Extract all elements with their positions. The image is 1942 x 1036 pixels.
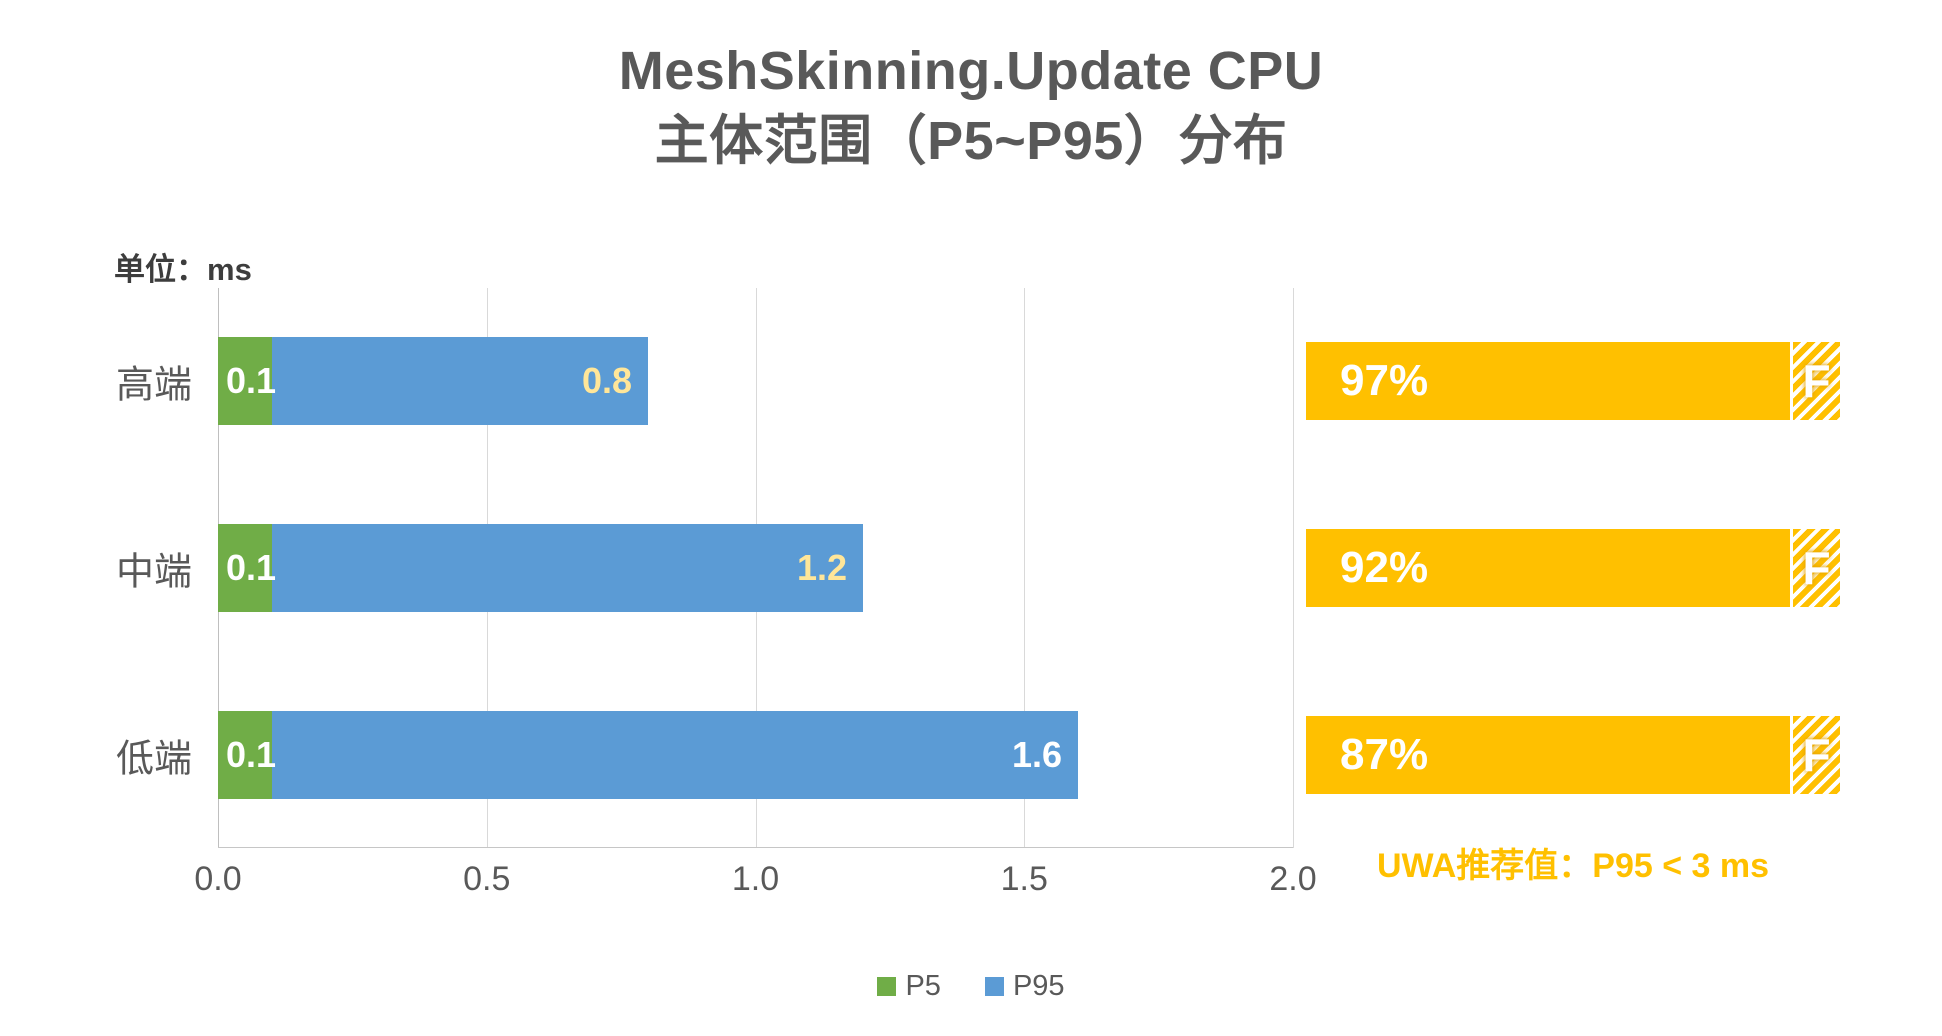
p95-bar bbox=[271, 337, 648, 426]
chart-title: MeshSkinning.Update CPU 主体范围（P5~P95）分布 bbox=[0, 36, 1942, 176]
legend-swatch bbox=[984, 977, 1004, 996]
x-axis: 0.0 0.5 1.0 1.5 2.0 bbox=[194, 860, 1316, 904]
grade-letter: F bbox=[1802, 355, 1831, 408]
plot-area: 高端 0.1 0.8 中端 0.1 1.2 低端 0.1 1.6 bbox=[116, 288, 1294, 848]
uwa-recommendation: UWA推荐值：P95 < 3 ms bbox=[1376, 847, 1770, 885]
bar-row: 中端 0.1 1.2 bbox=[116, 475, 1293, 662]
grade-badge: 97% F bbox=[1306, 342, 1840, 421]
p95-value-label: 1.2 bbox=[796, 546, 847, 588]
x-tick-label: 2.0 bbox=[1269, 860, 1317, 898]
p95-value-label: 1.6 bbox=[1011, 733, 1062, 775]
unit-label: 单位：ms bbox=[114, 252, 252, 287]
grade-hatch-block: F bbox=[1790, 715, 1840, 794]
x-axis-line bbox=[218, 847, 1293, 848]
p95-bar bbox=[271, 523, 863, 612]
grade-hatch-block: F bbox=[1790, 529, 1840, 607]
x-tick-label: 1.0 bbox=[731, 860, 780, 898]
grade-letter: F bbox=[1802, 542, 1831, 594]
legend-label: P95 bbox=[1012, 970, 1065, 1002]
p5-bar bbox=[218, 337, 272, 426]
x-tick-label: 0.0 bbox=[194, 860, 242, 898]
p95-bar bbox=[271, 710, 1078, 799]
chart-title-line2: 主体范围（P5~P95）分布 bbox=[654, 111, 1288, 172]
badge-percent: 92% bbox=[1340, 543, 1429, 592]
legend-item: P95 bbox=[984, 970, 1065, 1003]
x-tick-label: 0.5 bbox=[463, 860, 511, 898]
legend-label: P5 bbox=[905, 970, 941, 1002]
p5-value-label: 0.1 bbox=[226, 546, 277, 588]
legend: P5 P95 bbox=[0, 970, 1942, 1003]
grade-badge-column: 97% F 92% F 87% F bbox=[1306, 288, 1840, 848]
bar-track: 0.1 1.6 bbox=[218, 710, 1293, 799]
bar-row: 高端 0.1 0.8 bbox=[116, 288, 1293, 475]
gridline bbox=[1293, 288, 1294, 848]
category-label: 低端 bbox=[115, 738, 192, 781]
gridline bbox=[1024, 288, 1026, 848]
legend-swatch bbox=[877, 977, 897, 996]
bar-track: 0.1 0.8 bbox=[218, 337, 1293, 426]
chart-title-line1: MeshSkinning.Update CPU bbox=[618, 41, 1324, 101]
grade-letter: F bbox=[1802, 728, 1831, 781]
category-label: 高端 bbox=[115, 364, 192, 407]
grade-badge: 92% F bbox=[1306, 529, 1840, 607]
x-tick-label: 1.5 bbox=[1000, 860, 1048, 898]
bar-row: 低端 0.1 1.6 bbox=[116, 661, 1293, 848]
p5-bar bbox=[218, 710, 272, 799]
badge-percent: 87% bbox=[1340, 729, 1429, 779]
grade-hatch-block: F bbox=[1790, 342, 1840, 421]
grade-badge: 87% F bbox=[1306, 715, 1840, 794]
p5-value-label: 0.1 bbox=[226, 360, 277, 402]
p95-value-label: 0.8 bbox=[581, 360, 632, 402]
bar-track: 0.1 1.2 bbox=[218, 523, 1293, 612]
legend-item: P5 bbox=[877, 970, 941, 1003]
p5-bar bbox=[218, 523, 272, 612]
p5-value-label: 0.1 bbox=[226, 733, 277, 775]
badge-percent: 97% bbox=[1340, 356, 1429, 406]
category-label: 中端 bbox=[115, 551, 192, 594]
